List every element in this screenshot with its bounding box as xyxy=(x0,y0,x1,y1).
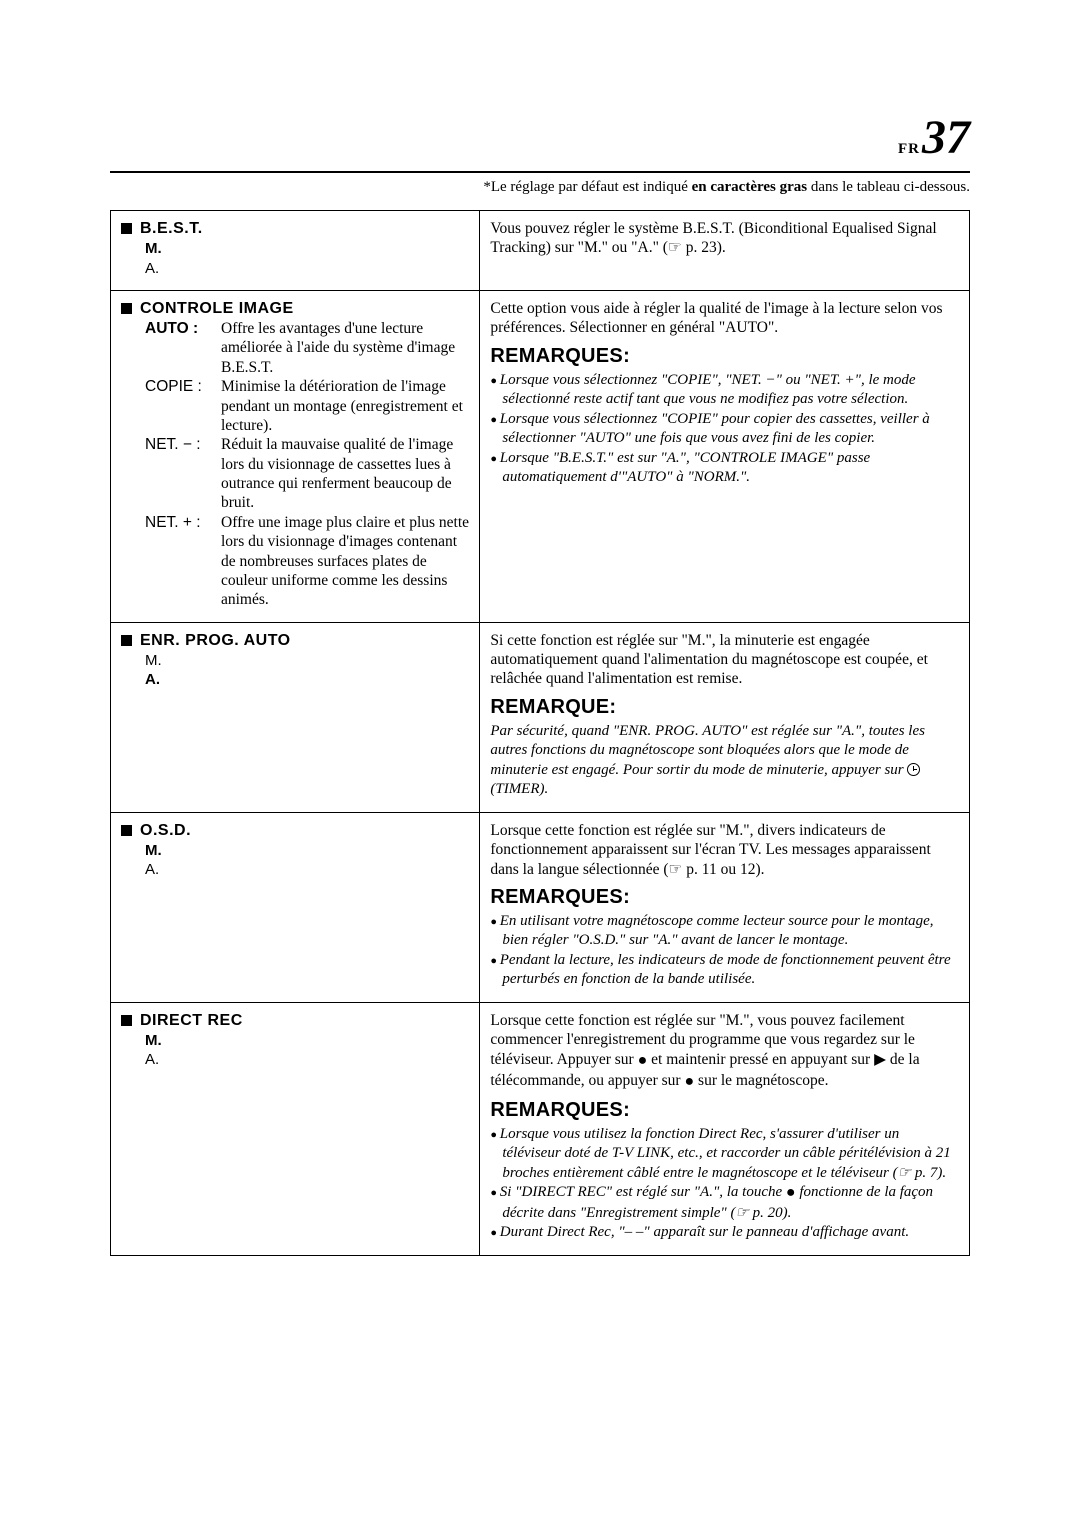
cell-left: B.E.S.T. M. A. xyxy=(111,211,480,291)
manual-page: FR37 *Le réglage par défaut est indiqué … xyxy=(0,0,1080,1336)
setting-title: B.E.S.T. xyxy=(140,220,203,237)
setting-title: ENR. PROG. AUTO xyxy=(140,632,291,649)
bullet-icon xyxy=(121,223,132,234)
remark-text: Par sécurité, quand "ENR. PROG. AUTO" es… xyxy=(490,722,959,800)
play-icon: ▶ xyxy=(874,1051,886,1068)
description: Cette option vous aide à régler la quali… xyxy=(490,299,959,338)
cell-left: DIRECT REC M. A. xyxy=(111,1002,480,1255)
cell-left: O.S.D. M. A. xyxy=(111,812,480,1002)
options: M. A. xyxy=(145,1031,469,1070)
remark-item: Lorsque "B.E.S.T." est sur "A.", "CONTRO… xyxy=(490,449,959,488)
setting-title: CONTROLE IMAGE xyxy=(140,300,294,317)
remark-item: Durant Direct Rec, "– –" apparaît sur le… xyxy=(490,1223,959,1243)
table-row: DIRECT REC M. A. Lorsque cette fonction … xyxy=(111,1002,970,1255)
remarks-heading: REMARQUES: xyxy=(490,1098,959,1123)
page-prefix: FR xyxy=(898,141,920,157)
record-icon: ● xyxy=(684,1073,694,1090)
table-row: CONTROLE IMAGE AUTO :Offre les avantages… xyxy=(111,291,970,623)
table-row: O.S.D. M. A. Lorsque cette fonction est … xyxy=(111,812,970,1002)
intro-text: *Le réglage par défaut est indiqué en ca… xyxy=(110,179,970,196)
bullet-icon xyxy=(121,825,132,836)
description: Lorsque cette fonction est réglée sur "M… xyxy=(490,1011,959,1092)
cell-right: Lorsque cette fonction est réglée sur "M… xyxy=(480,1002,970,1255)
remark-item: Lorsque vous sélectionnez "COPIE" pour c… xyxy=(490,410,959,449)
bullet-icon xyxy=(121,303,132,314)
remark-item: En utilisant votre magnétoscope comme le… xyxy=(490,912,959,951)
cell-right: Lorsque cette fonction est réglée sur "M… xyxy=(480,812,970,1002)
page-number: FR37 xyxy=(110,110,970,165)
remarks-list: Lorsque vous utilisez la fonction Direct… xyxy=(490,1125,959,1243)
cell-left: CONTROLE IMAGE AUTO :Offre les avantages… xyxy=(111,291,480,623)
description: Lorsque cette fonction est réglée sur "M… xyxy=(490,821,959,879)
setting-title: DIRECT REC xyxy=(140,1012,243,1029)
top-rule xyxy=(110,171,970,173)
timer-icon xyxy=(907,763,920,776)
options: M. A. xyxy=(145,651,469,690)
options: M. A. xyxy=(145,239,469,278)
cell-left: ENR. PROG. AUTO M. A. xyxy=(111,622,480,812)
remarks-heading: REMARQUE: xyxy=(490,695,959,720)
description: Si cette fonction est réglée sur "M.", l… xyxy=(490,631,959,689)
settings-table: B.E.S.T. M. A. Vous pouvez régler le sys… xyxy=(110,210,970,1256)
bullet-icon xyxy=(121,1015,132,1026)
remark-item: Pendant la lecture, les indicateurs de m… xyxy=(490,951,959,990)
setting-title: O.S.D. xyxy=(140,822,191,839)
remark-item: Si "DIRECT REC" est réglé sur "A.", la t… xyxy=(490,1183,959,1223)
definitions: AUTO :Offre les avantages d'une lecture … xyxy=(145,319,469,610)
options: M. A. xyxy=(145,841,469,880)
remarks-list: En utilisant votre magnétoscope comme le… xyxy=(490,912,959,990)
remarks-heading: REMARQUES: xyxy=(490,885,959,910)
remark-item: Lorsque vous utilisez la fonction Direct… xyxy=(490,1125,959,1184)
description: Vous pouvez régler le système B.E.S.T. (… xyxy=(490,220,936,256)
table-row: B.E.S.T. M. A. Vous pouvez régler le sys… xyxy=(111,211,970,291)
cell-right: Si cette fonction est réglée sur "M.", l… xyxy=(480,622,970,812)
bullet-icon xyxy=(121,635,132,646)
remarks-heading: REMARQUES: xyxy=(490,344,959,369)
remarks-list: Lorsque vous sélectionnez "COPIE", "NET.… xyxy=(490,371,959,488)
cell-right: Cette option vous aide à régler la quali… xyxy=(480,291,970,623)
remark-item: Lorsque vous sélectionnez "COPIE", "NET.… xyxy=(490,371,959,410)
page-num-value: 37 xyxy=(922,111,970,164)
record-icon: ● xyxy=(638,1052,648,1069)
table-row: ENR. PROG. AUTO M. A. Si cette fonction … xyxy=(111,622,970,812)
cell-right: Vous pouvez régler le système B.E.S.T. (… xyxy=(480,211,970,291)
record-icon: ● xyxy=(786,1184,796,1201)
